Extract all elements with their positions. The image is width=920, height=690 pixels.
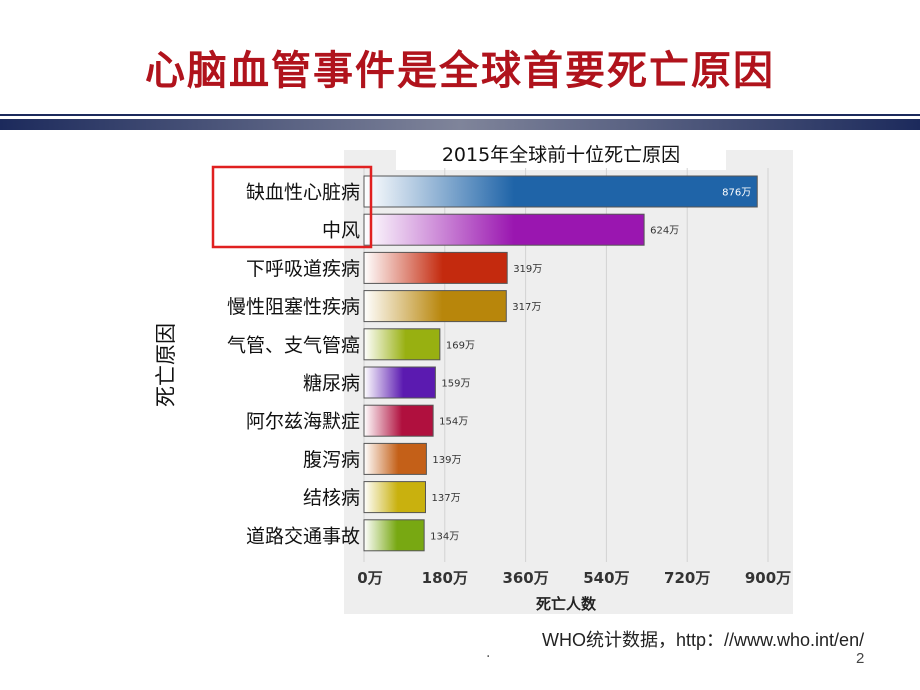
category-label-6: 阿尔兹海默症 (246, 411, 360, 433)
bottom-mark: . (486, 645, 491, 661)
bar-6 (363, 404, 434, 437)
title-rule (0, 119, 920, 130)
value-label-4: 169万 (446, 340, 475, 351)
value-label-8: 137万 (431, 493, 460, 504)
category-label-4: 气管、支气管癌 (227, 334, 360, 356)
value-label-0: 876万 (722, 188, 751, 199)
category-label-1: 中风 (322, 220, 360, 242)
y-axis-label: 死亡原因 (154, 323, 178, 407)
category-label-3: 慢性阻塞性疾病 (227, 296, 360, 318)
x-tick-label-5: 900万 (745, 569, 791, 587)
category-label-9: 道路交通事故 (246, 525, 360, 547)
value-label-7: 139万 (432, 455, 461, 466)
bar-3 (363, 290, 507, 323)
value-label-1: 624万 (650, 226, 679, 237)
x-tick-label-4: 720万 (664, 569, 710, 587)
highlight-box (211, 165, 373, 249)
category-label-8: 结核病 (303, 487, 360, 509)
x-tick-label-0: 0万 (357, 569, 382, 587)
bar-5 (363, 366, 436, 399)
title-rule-thin (0, 114, 920, 116)
value-label-5: 159万 (441, 379, 470, 390)
x-tick-label-1: 180万 (422, 569, 468, 587)
category-label-0: 缺血性心脏病 (246, 182, 360, 204)
bar-7 (363, 442, 427, 475)
category-label-7: 腹泻病 (303, 449, 360, 471)
value-label-9: 134万 (430, 531, 459, 542)
bar-2 (363, 251, 508, 284)
value-label-6: 154万 (439, 417, 468, 428)
slide-title: 心脑血管事件是全球首要死亡原因 (145, 48, 775, 94)
x-axis-title: 死亡人数 (536, 595, 597, 613)
category-label-5: 糖尿病 (303, 373, 360, 395)
value-label-2: 319万 (513, 264, 542, 275)
x-tick-label-3: 540万 (583, 569, 629, 587)
y-axis-label-wrap: 死亡原因 (145, 323, 185, 407)
category-label-2: 下呼吸道疾病 (246, 258, 360, 280)
bar-0 (363, 175, 758, 208)
source-note: WHO统计数据，http：//www.who.int/en/ (542, 630, 865, 650)
bar-1 (363, 213, 645, 246)
value-label-3: 317万 (512, 302, 541, 313)
bar-9 (363, 519, 425, 552)
page-number: 2 (856, 650, 865, 667)
bar-4 (363, 328, 441, 361)
bar-8 (363, 481, 426, 514)
chart-title: 2015年全球前十位死亡原因 (396, 140, 726, 170)
x-tick-label-2: 360万 (502, 569, 548, 587)
